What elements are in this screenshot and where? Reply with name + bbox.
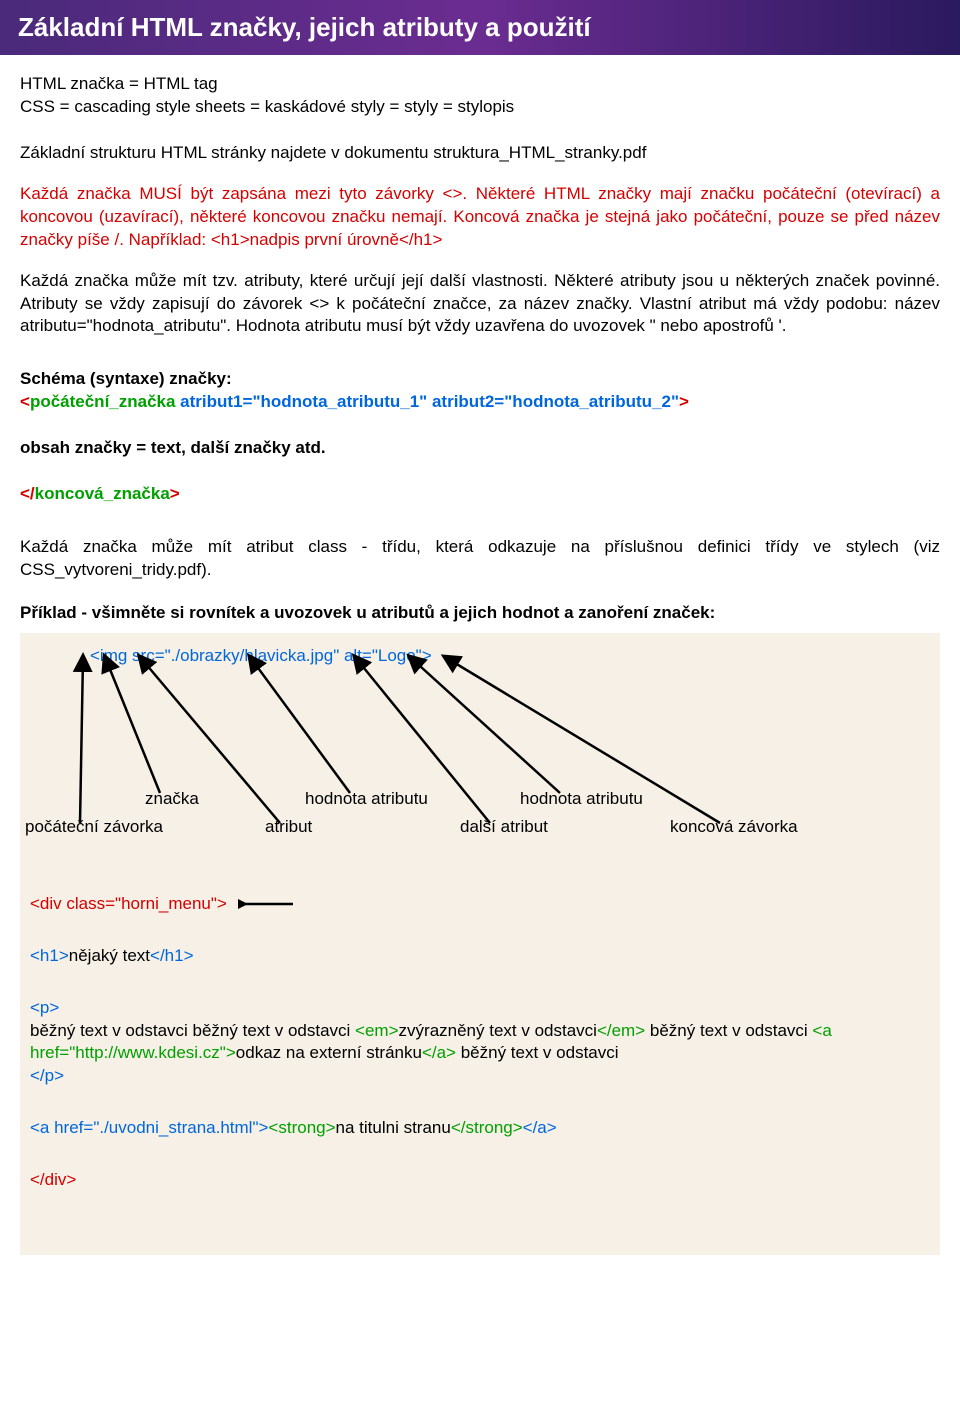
- paragraph-2: Každá značka může mít tzv. atributy, kte…: [20, 270, 940, 339]
- schema-tag-close: koncová_značka: [35, 484, 170, 503]
- a1-close: </a>: [422, 1043, 456, 1062]
- example-lower-code: <div class="horni_menu"> <h1>nějaký text…: [30, 893, 930, 1198]
- schema-attr2-val: "hodnota_atributu_2": [504, 392, 679, 411]
- main-content: HTML značka = HTML tag CSS = cascading s…: [0, 55, 960, 1273]
- a1-text: odkaz na externí stránku: [236, 1043, 422, 1062]
- label-hodnota2: hodnota atributu: [520, 788, 643, 811]
- label-koncova: koncová závorka: [670, 816, 798, 839]
- intro-line-1: HTML značka = HTML tag: [20, 74, 218, 93]
- a2-open: <a href="./uvodni_strana.html">: [30, 1118, 268, 1137]
- p-text2: běžný text v odstavci: [645, 1021, 812, 1040]
- schema-content: obsah značky = text, další značky atd.: [20, 437, 940, 460]
- para1-red: Každá značka MUSÍ být zapsána mezi tyto …: [20, 184, 940, 249]
- schema-tag-open: počáteční_značka: [30, 392, 176, 411]
- strong-text: na titulni stranu: [336, 1118, 451, 1137]
- schema-attr1-val: "hodnota_atributu_1": [252, 392, 427, 411]
- label-hodnota1: hodnota atributu: [305, 788, 428, 811]
- em-close: </em>: [597, 1021, 645, 1040]
- strong-close: </strong>: [451, 1118, 523, 1137]
- schema-close-bracket: >: [679, 392, 689, 411]
- intro-line-2: CSS = cascading style sheets = kaskádové…: [20, 97, 514, 116]
- schema-heading: Schéma (syntaxe) značky:: [20, 368, 940, 391]
- div-open: <div class="horni_menu">: [30, 894, 227, 913]
- paragraph-1: Každá značka MUSÍ být zapsána mezi tyto …: [20, 183, 940, 252]
- schema-attr1-name: atribut1=: [175, 392, 252, 411]
- example-diagram: <img src="./obrazky/hlavicka.jpg" alt="L…: [20, 633, 940, 1255]
- schema-end-open: </: [20, 484, 35, 503]
- a2-line: <a href="./uvodni_strana.html"><strong>n…: [30, 1117, 930, 1140]
- arrow-icon: [238, 896, 298, 912]
- p-block: <p> běžný text v odstavci běžný text v o…: [30, 997, 930, 1089]
- schema-open-bracket: <: [20, 392, 30, 411]
- label-pocatecni: počáteční závorka: [25, 816, 163, 839]
- p-open: <p>: [30, 998, 59, 1017]
- example-code-img: <img src="./obrazky/hlavicka.jpg" alt="L…: [90, 645, 930, 668]
- page-title: Základní HTML značky, jejich atributy a …: [18, 12, 591, 42]
- schema-close-tag: </koncová_značka>: [20, 483, 940, 506]
- p-text3: běžný text v odstavci: [456, 1043, 619, 1062]
- div-close-line: </div>: [30, 1169, 930, 1192]
- div-open-line: <div class="horni_menu">: [30, 893, 930, 916]
- schema-open-tag: <počáteční_značka atribut1="hodnota_atri…: [20, 391, 940, 414]
- label-atribut: atribut: [265, 816, 312, 839]
- p-close: </p>: [30, 1066, 64, 1085]
- intro-block: HTML značka = HTML tag CSS = cascading s…: [20, 73, 940, 165]
- strong-open: <strong>: [268, 1118, 335, 1137]
- h1-close: </h1>: [150, 946, 194, 965]
- schema-attr2-name: atribut2=: [427, 392, 504, 411]
- label-dalsi: další atribut: [460, 816, 548, 839]
- h1-text: nějaký text: [69, 946, 150, 965]
- em-open: <em>: [355, 1021, 398, 1040]
- paragraph-3: Každá značka může mít atribut class - tř…: [20, 536, 940, 582]
- h1-line: <h1>nějaký text</h1>: [30, 945, 930, 968]
- example-heading: Příklad - všimněte si rovnítek a uvozove…: [20, 602, 940, 625]
- intro-line-3: Základní strukturu HTML stránky najdete …: [20, 143, 646, 162]
- em-text: zvýrazněný text v odstavci: [399, 1021, 597, 1040]
- label-znacka: značka: [145, 788, 199, 811]
- schema-block: Schéma (syntaxe) značky: <počáteční_znač…: [20, 368, 940, 506]
- page-header: Základní HTML značky, jejich atributy a …: [0, 0, 960, 55]
- h1-open: <h1>: [30, 946, 69, 965]
- schema-end-close: >: [170, 484, 180, 503]
- a2-close: </a>: [523, 1118, 557, 1137]
- div-close: </div>: [30, 1170, 76, 1189]
- p-text1: běžný text v odstavci běžný text v odsta…: [30, 1021, 355, 1040]
